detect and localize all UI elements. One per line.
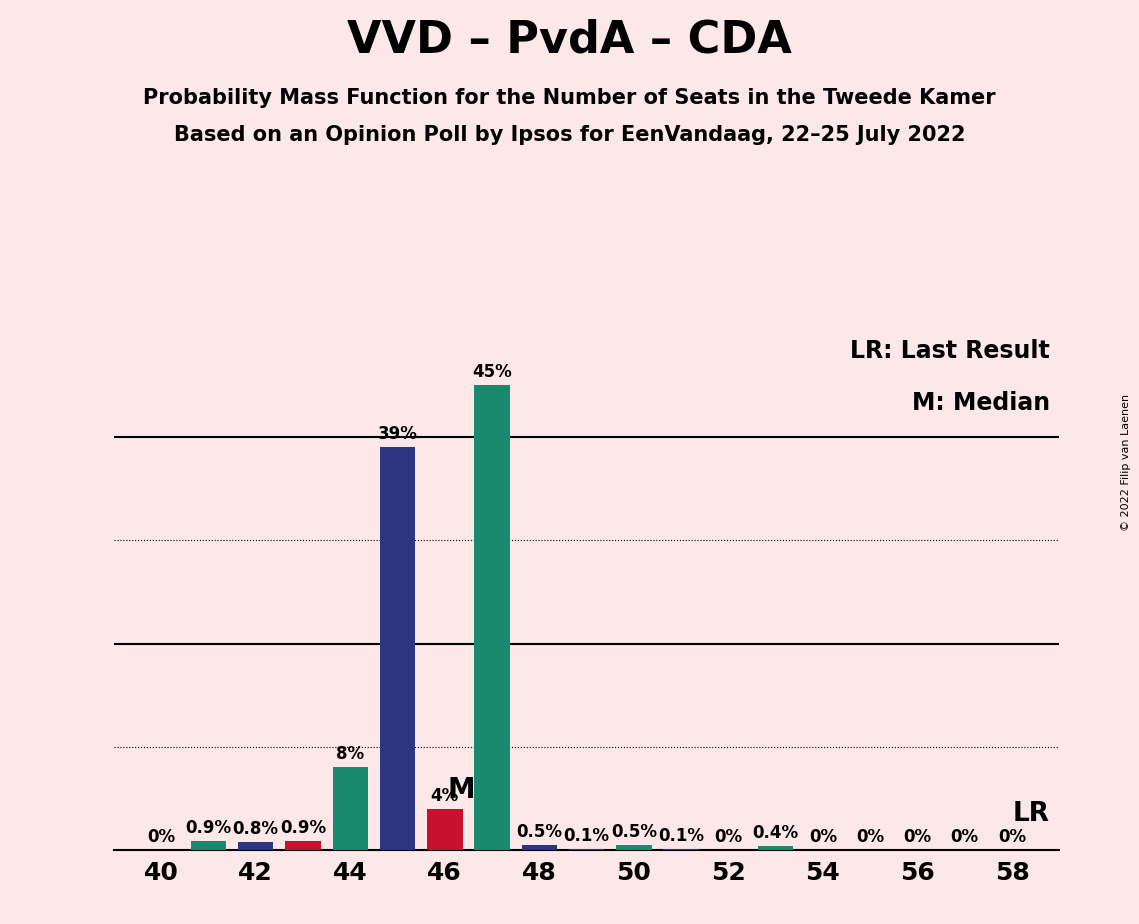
Bar (285, 841, 321, 850)
Bar (616, 845, 652, 850)
Text: 0.9%: 0.9% (186, 819, 231, 836)
Text: © 2022 Filip van Laenen: © 2022 Filip van Laenen (1121, 394, 1131, 530)
Text: 0.1%: 0.1% (564, 827, 609, 845)
Text: Probability Mass Function for the Number of Seats in the Tweede Kamer: Probability Mass Function for the Number… (144, 88, 995, 108)
Bar (379, 447, 416, 850)
Bar (427, 808, 462, 850)
Text: 0%: 0% (809, 828, 837, 846)
Bar (190, 841, 227, 850)
Text: 45%: 45% (473, 363, 511, 382)
Text: Based on an Opinion Poll by Ipsos for EenVandaag, 22–25 July 2022: Based on an Opinion Poll by Ipsos for Ee… (174, 125, 965, 145)
Text: 0.5%: 0.5% (516, 822, 563, 841)
Text: 8%: 8% (336, 746, 364, 763)
Bar (568, 849, 605, 850)
Text: 0.5%: 0.5% (611, 822, 657, 841)
Bar (238, 842, 273, 850)
Text: M: M (448, 775, 475, 804)
Text: 0%: 0% (951, 828, 978, 846)
Bar (663, 849, 699, 850)
Text: 0%: 0% (903, 828, 932, 846)
Text: 39%: 39% (377, 425, 418, 444)
Text: 0%: 0% (714, 828, 743, 846)
Text: 0%: 0% (147, 828, 175, 846)
Text: 0.1%: 0.1% (658, 827, 704, 845)
Text: 0.9%: 0.9% (280, 819, 326, 836)
Text: LR: LR (1013, 801, 1050, 827)
Text: 0.4%: 0.4% (753, 824, 798, 842)
Text: M: Median: M: Median (911, 391, 1050, 415)
Bar (333, 768, 368, 850)
Bar (757, 846, 794, 850)
Text: 0%: 0% (998, 828, 1026, 846)
Text: 4%: 4% (431, 786, 459, 805)
Text: 0%: 0% (857, 828, 884, 846)
Text: VVD – PvdA – CDA: VVD – PvdA – CDA (347, 18, 792, 62)
Text: LR: Last Result: LR: Last Result (850, 339, 1050, 363)
Bar (474, 385, 510, 850)
Text: 0.8%: 0.8% (232, 820, 279, 838)
Bar (522, 845, 557, 850)
